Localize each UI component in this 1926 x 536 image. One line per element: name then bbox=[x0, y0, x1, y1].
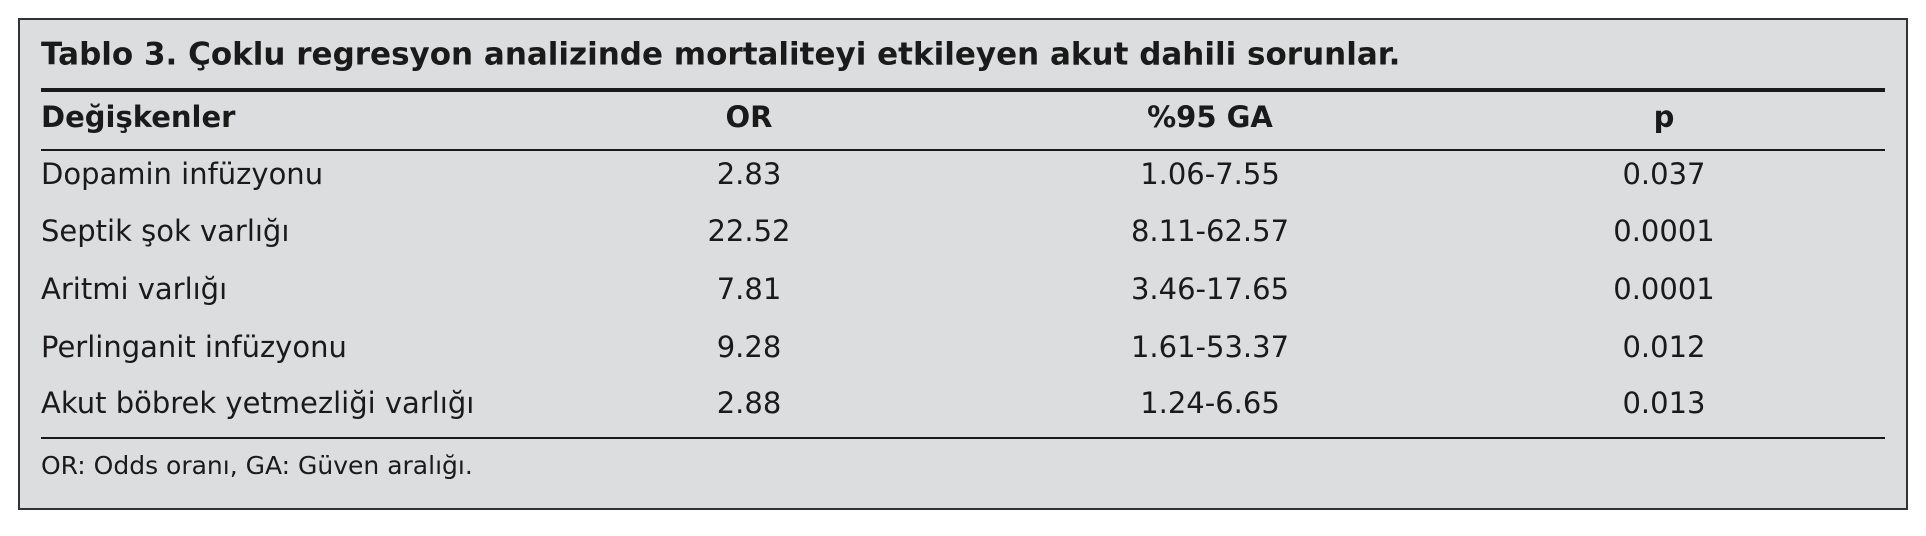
table-cell: 3.46-17.65 bbox=[1131, 272, 1289, 306]
table-cell: 0.0001 bbox=[1613, 272, 1714, 306]
column-header: OR bbox=[726, 100, 773, 134]
table-cell: 1.06-7.55 bbox=[1140, 157, 1280, 191]
row-label: Dopamin infüzyonu bbox=[41, 157, 323, 191]
table-cell: 22.52 bbox=[707, 214, 790, 248]
table-cell: 2.83 bbox=[717, 157, 782, 191]
table-cell: 0.013 bbox=[1622, 386, 1705, 420]
table-cell: 9.28 bbox=[717, 330, 782, 364]
table-cell: 7.81 bbox=[717, 272, 782, 306]
table-cell: 1.61-53.37 bbox=[1131, 330, 1289, 364]
column-header: Değişkenler bbox=[41, 100, 236, 134]
row-label: Perlinganit infüzyonu bbox=[41, 330, 347, 364]
table-cell: 0.0001 bbox=[1613, 214, 1714, 248]
table-cell: 1.24-6.65 bbox=[1140, 386, 1280, 420]
row-label: Aritmi varlığı bbox=[41, 272, 227, 306]
row-label: Akut böbrek yetmezliği varlığı bbox=[41, 386, 474, 420]
column-header: %95 GA bbox=[1147, 100, 1273, 134]
table-cell: 8.11-62.57 bbox=[1131, 214, 1289, 248]
table-frame bbox=[18, 18, 1908, 510]
table-title: Tablo 3. Çoklu regresyon analizinde mort… bbox=[41, 37, 1400, 73]
column-header: p bbox=[1654, 100, 1675, 134]
table-cell: 2.88 bbox=[717, 386, 782, 420]
row-label: Septik şok varlığı bbox=[41, 214, 289, 248]
table-footnote: OR: Odds oranı, GA: Güven aralığı. bbox=[41, 451, 473, 480]
table-cell: 0.012 bbox=[1622, 330, 1705, 364]
table-cell: 0.037 bbox=[1622, 157, 1705, 191]
